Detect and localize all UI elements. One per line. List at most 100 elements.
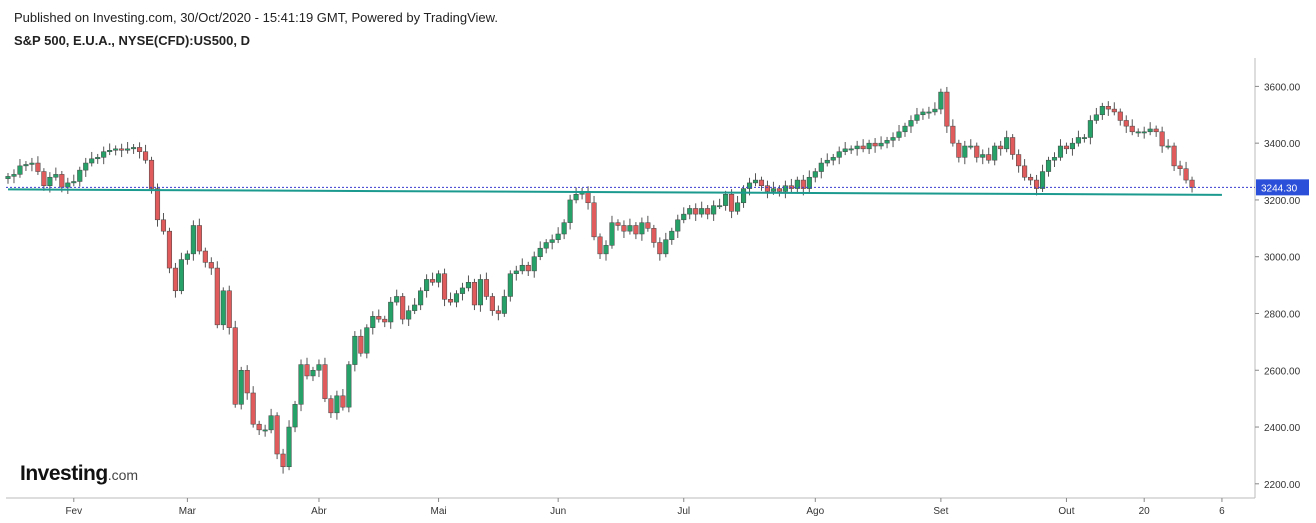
candle-body xyxy=(770,188,776,192)
candle-body xyxy=(364,327,370,354)
candle-body xyxy=(95,157,101,160)
candle-body xyxy=(298,364,304,405)
candle-body xyxy=(860,145,866,150)
y-tick-label: 2600.00 xyxy=(1264,366,1301,377)
candle-body xyxy=(1141,131,1147,134)
candle-body xyxy=(645,222,651,229)
x-tick-label: Out xyxy=(1058,506,1074,517)
candle-body xyxy=(681,213,687,221)
candle-body xyxy=(208,262,214,269)
candle-body xyxy=(968,145,974,148)
candle-body xyxy=(17,165,23,175)
x-tick-label: Jun xyxy=(550,506,566,517)
candle-body xyxy=(699,208,705,215)
logo-sub-text: .com xyxy=(107,467,139,483)
y-axis: 2200.00 2400.00 2600.00 2800.00 3000.00 3200.… xyxy=(1255,82,1301,491)
candle-body xyxy=(794,179,800,189)
candle-body xyxy=(304,364,310,377)
candle-body xyxy=(567,199,573,223)
candle-body xyxy=(1039,171,1046,189)
candle-body xyxy=(974,145,980,158)
candle-body xyxy=(1183,168,1189,181)
candle-body xyxy=(854,145,860,150)
candle-body xyxy=(436,273,442,283)
candle-body xyxy=(842,148,848,152)
candle-body xyxy=(836,151,842,158)
candle-body xyxy=(35,162,41,172)
candle-body xyxy=(1153,128,1159,133)
candle-body xyxy=(1004,137,1010,150)
candle-body xyxy=(944,91,950,127)
candle-body xyxy=(65,182,71,188)
candle-body xyxy=(5,176,11,179)
y-tick-label: 3400.00 xyxy=(1264,139,1301,150)
candle-body xyxy=(705,208,711,215)
candle-body xyxy=(418,290,424,306)
investing-logo: Investing.com xyxy=(20,462,138,486)
candle-body xyxy=(274,415,280,455)
candle-body xyxy=(932,108,938,113)
trend-line xyxy=(7,188,1222,196)
candle-body xyxy=(914,114,920,121)
candle-body xyxy=(657,242,663,255)
last-price-label: 3244.30 xyxy=(1261,183,1298,194)
candle-body xyxy=(316,364,322,371)
candle-body xyxy=(513,270,519,274)
candle-body xyxy=(41,171,47,186)
candle-body xyxy=(59,174,65,188)
candle-body xyxy=(256,423,262,431)
candle-body xyxy=(142,151,149,161)
candle-body xyxy=(148,159,155,189)
candle-body xyxy=(998,145,1004,150)
candle-body xyxy=(190,225,196,255)
candle-body xyxy=(477,279,483,306)
candle-body xyxy=(310,370,316,377)
candle-body xyxy=(818,162,824,172)
candle-body xyxy=(154,188,161,221)
symbol-title: S&P 500, E.U.A., NYSE(CFD):US500, D xyxy=(14,33,250,48)
candle-body xyxy=(459,287,466,294)
candle-body xyxy=(711,205,717,215)
candle-body xyxy=(746,182,753,189)
candle-body xyxy=(735,202,741,212)
x-tick-label: Jul xyxy=(677,506,690,517)
candle-body xyxy=(890,137,896,141)
candle-body xyxy=(962,145,968,158)
candle-body xyxy=(1111,108,1117,113)
candle-body xyxy=(848,148,854,151)
candle-body xyxy=(938,91,944,110)
candle-body xyxy=(77,169,83,182)
candle-body xyxy=(483,279,489,297)
candle-body xyxy=(1177,165,1183,169)
candle-body xyxy=(525,264,531,272)
candle-body xyxy=(83,162,89,171)
candle-body xyxy=(531,256,537,272)
candle-body xyxy=(812,171,818,178)
candle-body xyxy=(29,162,35,165)
candle-body xyxy=(262,429,268,432)
candle-body xyxy=(268,415,274,431)
candle-body xyxy=(800,179,806,189)
candle-body xyxy=(280,453,286,468)
candle-body xyxy=(346,364,352,408)
candle-body xyxy=(53,174,59,178)
candle-body xyxy=(137,147,143,152)
last-price-tag xyxy=(1256,179,1309,196)
candle-body xyxy=(119,148,125,151)
candle-body xyxy=(872,142,878,147)
candle-body xyxy=(950,125,956,144)
candle-body xyxy=(328,398,334,414)
candle-body xyxy=(1159,131,1165,147)
candle-body xyxy=(824,159,830,164)
candle-body xyxy=(1022,165,1028,178)
candle-body xyxy=(693,208,699,215)
candle-body xyxy=(382,318,388,323)
candle-body xyxy=(501,296,507,314)
y-tick-label: 3000.00 xyxy=(1264,253,1301,264)
candle-body xyxy=(776,188,782,192)
overlay-lines: 3244.30 xyxy=(6,179,1309,196)
candle-body xyxy=(220,290,226,326)
candle-body xyxy=(609,222,615,246)
candle-body xyxy=(292,404,298,428)
